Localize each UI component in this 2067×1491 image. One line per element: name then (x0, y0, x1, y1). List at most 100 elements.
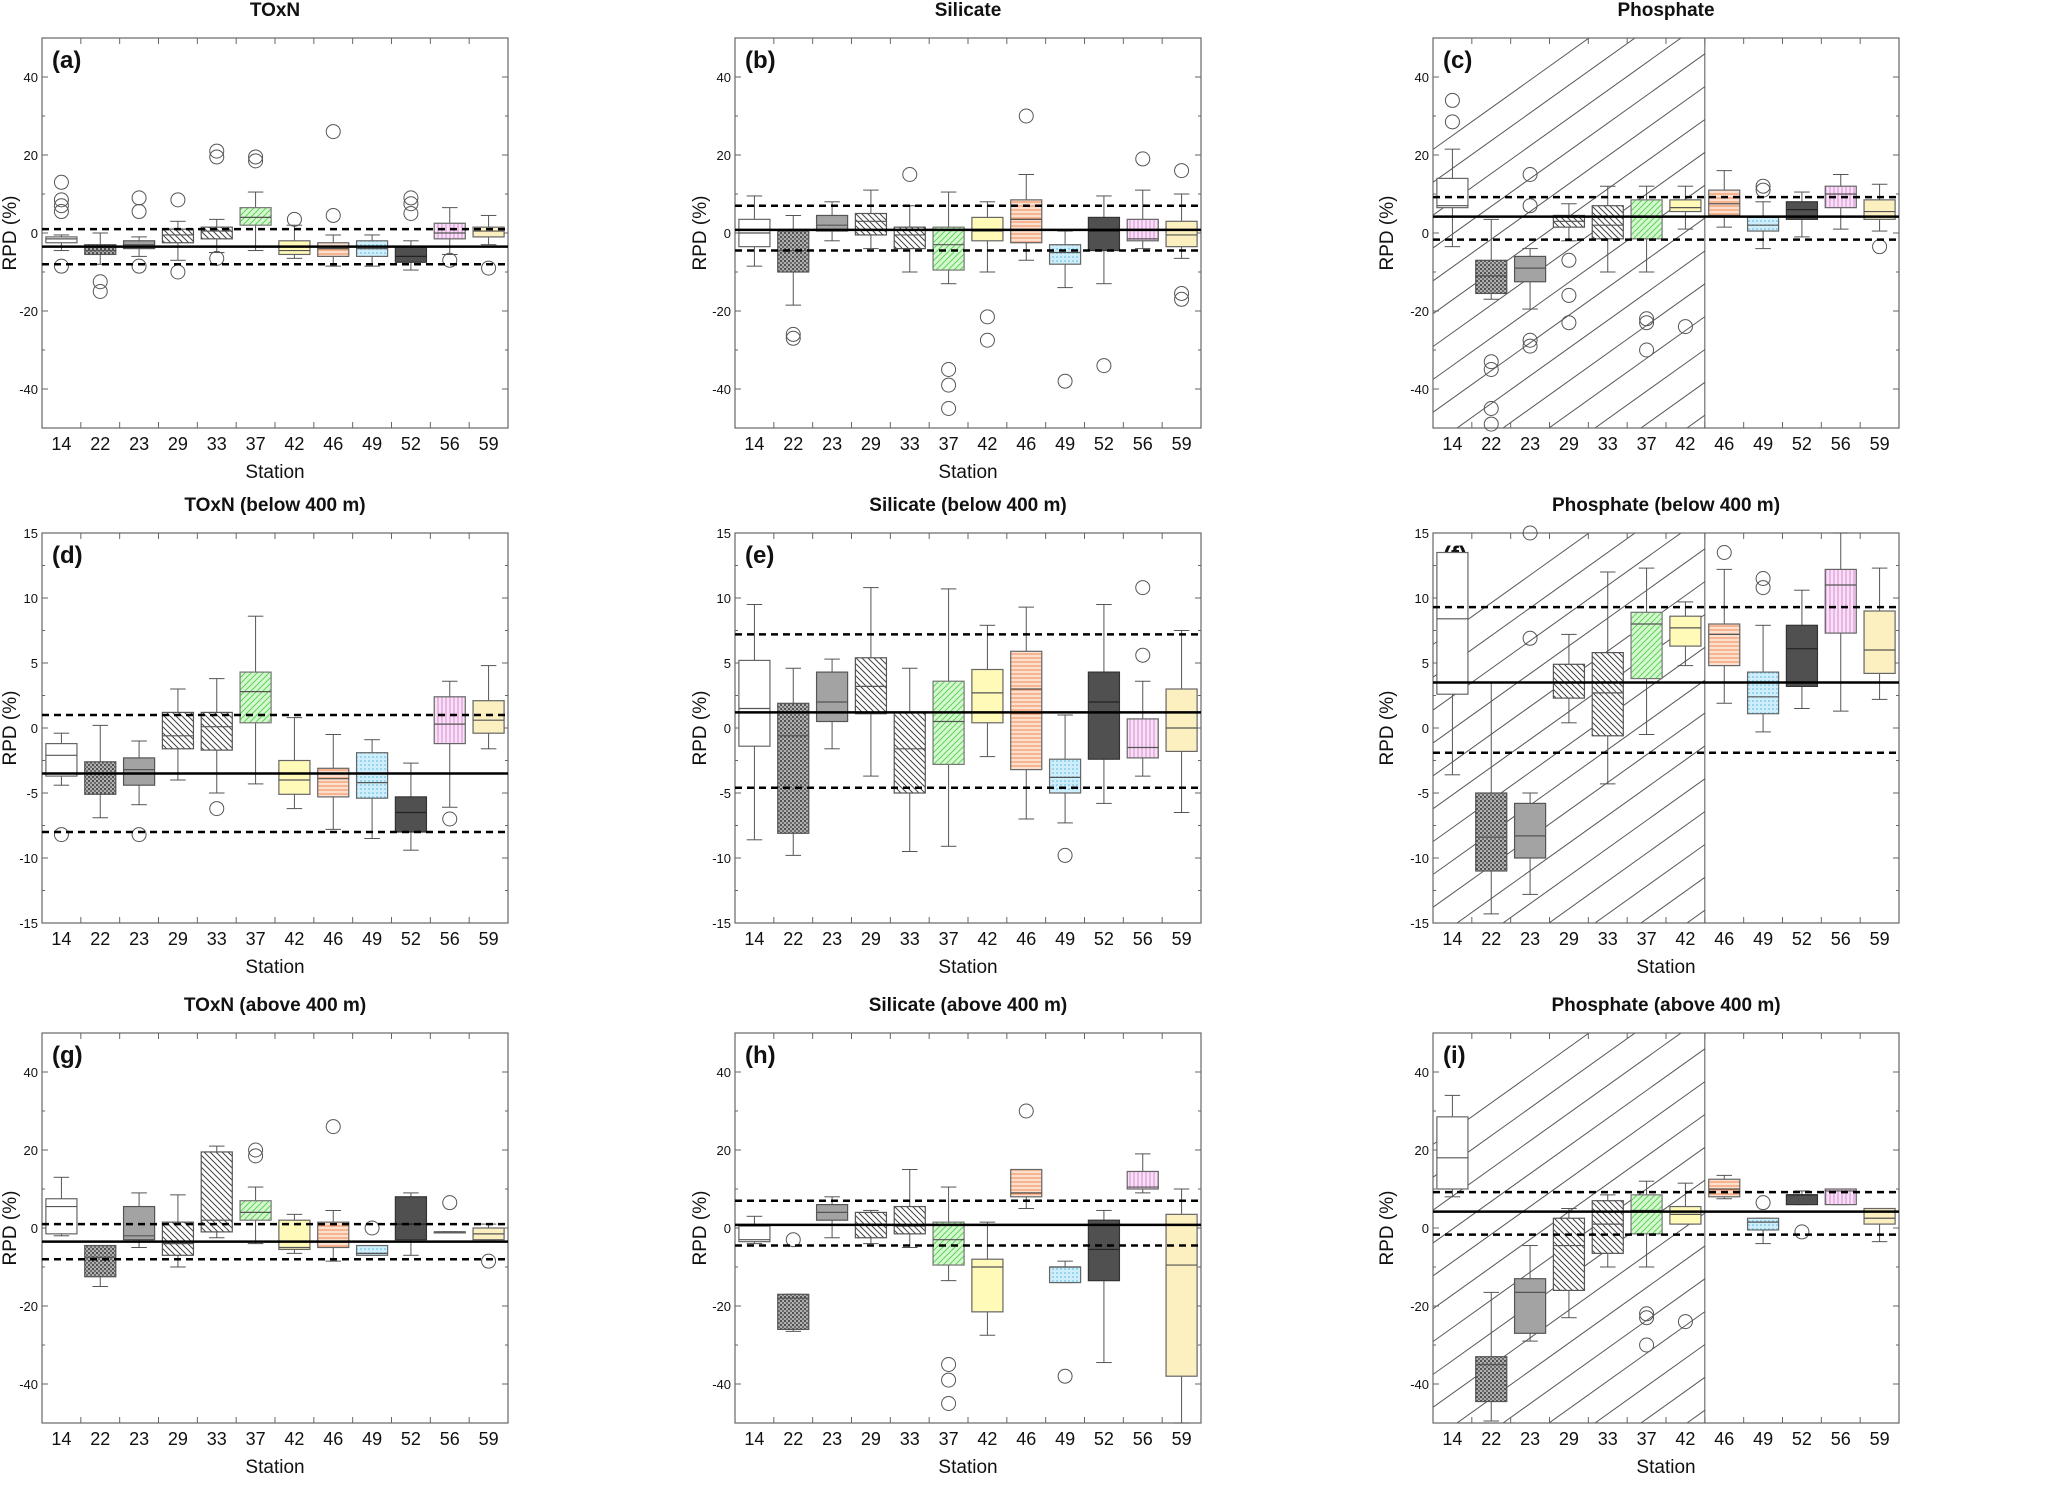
box-iqr (1669, 615, 1702, 647)
box-iqr (1513, 255, 1547, 283)
box-iqr (893, 711, 926, 794)
panel-title: Phosphate (above 400 m) (1551, 995, 1780, 1016)
x-tick-label: 42 (284, 1429, 304, 1449)
y-axis-label: RPD (%) (0, 1191, 21, 1266)
box-station-37 (1630, 1180, 1663, 1353)
box-iqr (1708, 623, 1741, 667)
panel-title: TOxN (250, 0, 300, 21)
highlight-hatch-line (1433, 38, 1590, 151)
highlight-hatch-line (1963, 38, 2067, 428)
x-tick-label: 49 (1753, 434, 1773, 454)
x-tick-label: 29 (1559, 1429, 1579, 1449)
box-iqr (777, 702, 810, 834)
outlier-point (941, 401, 957, 416)
highlight-hatch-line (2009, 38, 2067, 428)
x-tick-label: 22 (90, 1429, 110, 1449)
highlight-hatch-line (1433, 533, 1590, 646)
box-station-23 (122, 740, 156, 843)
highlight-hatch-line (2055, 533, 2067, 923)
outlier-point (1174, 163, 1190, 179)
x-tick-label: 33 (207, 929, 227, 949)
highlight-hatch-line (1456, 1245, 1705, 1423)
box-iqr (1087, 671, 1121, 760)
outlier-point (248, 149, 264, 165)
box-station-56 (1126, 1153, 1159, 1194)
x-tick-label: 42 (284, 929, 304, 949)
outlier-point (1483, 416, 1499, 432)
y-tick-label: 5 (1422, 656, 1429, 671)
y-tick-label: 0 (724, 1221, 731, 1236)
panel-a: TOxN -40 -20 0 20 40 14 22 23 29 33 37 42 46 49 52 56 59 S… (0, 0, 509, 483)
highlight-hatch-line (2009, 1033, 2067, 1423)
outlier-point (1561, 287, 1577, 303)
y-tick-label: 0 (31, 721, 38, 736)
box-iqr (1708, 189, 1741, 217)
x-tick-label: 37 (939, 434, 959, 454)
y-tick-label: -15 (712, 916, 731, 931)
y-tick-label: -20 (19, 1299, 38, 1314)
y-tick-label: -40 (712, 1377, 731, 1392)
y-tick-label: -20 (712, 1299, 731, 1314)
box-station-46 (317, 734, 350, 830)
box-iqr (84, 761, 117, 795)
box-station-33 (893, 167, 926, 273)
box-station-59 (1165, 630, 1198, 813)
box-station-37 (239, 615, 272, 785)
box-station-59 (1863, 1207, 1896, 1243)
outlier-point (1755, 178, 1771, 194)
box-station-59 (1165, 1188, 1198, 1424)
box-station-29 (161, 688, 195, 781)
box-iqr (1475, 259, 1508, 295)
outlier-point (1639, 1310, 1655, 1326)
box-station-14 (738, 1215, 771, 1245)
box-station-22 (777, 214, 810, 346)
x-tick-label: 33 (1598, 929, 1618, 949)
x-tick-label: 37 (1637, 1429, 1657, 1449)
panel-title: Phosphate (below 400 m) (1552, 495, 1780, 516)
box-iqr (433, 696, 466, 745)
y-tick-label: 40 (1415, 1065, 1429, 1080)
x-tick-label: 59 (1870, 434, 1890, 454)
box-iqr (161, 1221, 195, 1256)
x-tick-label: 42 (284, 434, 304, 454)
outlier-point (92, 274, 108, 290)
y-tick-label: 40 (1415, 70, 1429, 85)
box-station-56 (433, 207, 466, 268)
highlight-hatch-line (1433, 1081, 1705, 1277)
box-iqr (1552, 1217, 1586, 1292)
y-tick-label: 20 (24, 148, 38, 163)
box-station-33 (1591, 185, 1624, 273)
x-tick-label: 14 (744, 1429, 764, 1449)
box-station-46 (1708, 1174, 1741, 1200)
x-tick-label: 23 (1520, 434, 1540, 454)
x-tick-label: 33 (1598, 1429, 1618, 1449)
box-station-29 (161, 1194, 195, 1268)
x-tick-label: 56 (440, 1429, 460, 1449)
x-tick-label: 52 (401, 434, 421, 454)
x-tick-label: 14 (51, 434, 71, 454)
x-tick-label: 46 (323, 434, 343, 454)
outlier-point (442, 811, 458, 827)
outlier-point (131, 258, 147, 274)
box-station-29 (161, 192, 195, 280)
y-tick-label: 40 (24, 1065, 38, 1080)
box-iqr (355, 752, 389, 799)
box-station-23 (1513, 167, 1547, 354)
box-iqr (1087, 1219, 1121, 1282)
box-iqr (239, 671, 272, 724)
x-tick-label: 56 (440, 929, 460, 949)
outlier-point (941, 1372, 957, 1388)
outlier-point (1716, 545, 1732, 560)
y-tick-label: 20 (1415, 148, 1429, 163)
y-tick-label: -10 (1410, 851, 1429, 866)
outlier-point (941, 1396, 957, 1411)
box-iqr (394, 1196, 428, 1241)
box-station-42 (278, 211, 311, 259)
box-station-42 (971, 201, 1004, 348)
x-tick-label: 37 (246, 929, 266, 949)
box-station-46 (1708, 545, 1741, 704)
highlight-hatch-line (1733, 38, 2067, 428)
x-tick-label: 56 (1133, 434, 1153, 454)
box-station-23 (815, 658, 849, 750)
box-iqr (1165, 220, 1198, 248)
